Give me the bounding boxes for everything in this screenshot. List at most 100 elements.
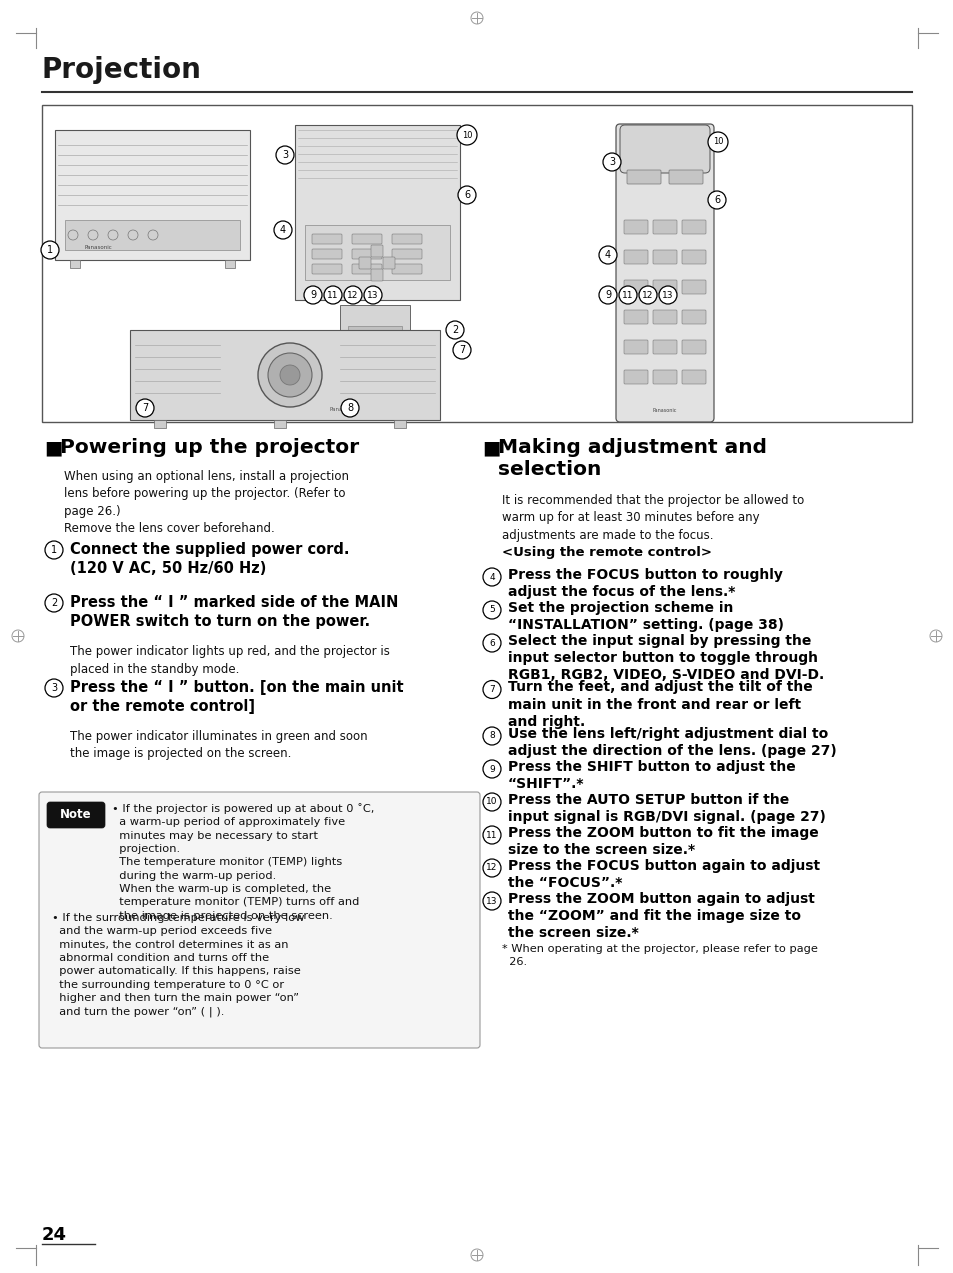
FancyBboxPatch shape	[623, 280, 647, 294]
Circle shape	[304, 286, 322, 304]
Text: 1: 1	[47, 244, 53, 255]
Text: 6: 6	[463, 190, 470, 200]
FancyBboxPatch shape	[652, 340, 677, 354]
FancyBboxPatch shape	[652, 280, 677, 294]
Circle shape	[482, 892, 500, 910]
FancyBboxPatch shape	[652, 220, 677, 234]
FancyBboxPatch shape	[681, 250, 705, 264]
FancyBboxPatch shape	[652, 311, 677, 325]
Text: 13: 13	[486, 896, 497, 905]
Circle shape	[482, 760, 500, 778]
Circle shape	[482, 568, 500, 586]
Circle shape	[340, 398, 358, 418]
Text: Making adjustment and
selection: Making adjustment and selection	[497, 438, 766, 479]
FancyBboxPatch shape	[382, 257, 395, 269]
Circle shape	[482, 826, 500, 844]
FancyBboxPatch shape	[623, 370, 647, 384]
Text: Press the “ I ” button. [on the main unit
or the remote control]: Press the “ I ” button. [on the main uni…	[70, 680, 403, 714]
Text: 7: 7	[458, 345, 465, 355]
Circle shape	[707, 132, 727, 151]
FancyBboxPatch shape	[294, 125, 459, 300]
Text: Panasonic: Panasonic	[330, 407, 357, 412]
Circle shape	[482, 859, 500, 877]
Text: 3: 3	[51, 684, 57, 693]
Circle shape	[45, 594, 63, 612]
FancyBboxPatch shape	[352, 264, 381, 274]
Circle shape	[598, 286, 617, 304]
Circle shape	[457, 186, 476, 204]
Text: 6: 6	[713, 195, 720, 205]
Circle shape	[482, 601, 500, 619]
Circle shape	[344, 286, 361, 304]
Circle shape	[598, 246, 617, 264]
Text: 11: 11	[486, 830, 497, 839]
Circle shape	[41, 241, 59, 258]
Text: 12: 12	[486, 863, 497, 872]
Text: ■: ■	[44, 438, 62, 457]
FancyBboxPatch shape	[352, 250, 381, 258]
Text: * When operating at the projector, please refer to page
  26.: * When operating at the projector, pleas…	[501, 943, 817, 966]
FancyBboxPatch shape	[668, 171, 702, 185]
FancyBboxPatch shape	[153, 420, 166, 428]
Text: Panasonic: Panasonic	[652, 409, 677, 412]
Text: Press the FOCUS button to roughly
adjust the focus of the lens.*: Press the FOCUS button to roughly adjust…	[507, 568, 782, 600]
FancyBboxPatch shape	[358, 257, 371, 269]
Text: 2: 2	[452, 325, 457, 335]
Circle shape	[482, 727, 500, 745]
Text: 12: 12	[641, 290, 653, 299]
Circle shape	[268, 353, 312, 397]
Circle shape	[446, 321, 463, 339]
Circle shape	[482, 634, 500, 652]
Circle shape	[324, 286, 341, 304]
FancyBboxPatch shape	[394, 420, 406, 428]
Text: 9: 9	[604, 290, 611, 300]
FancyBboxPatch shape	[392, 234, 421, 244]
Text: 13: 13	[367, 290, 378, 299]
FancyBboxPatch shape	[130, 330, 439, 420]
Text: 5: 5	[489, 606, 495, 615]
Text: 13: 13	[661, 290, 673, 299]
Text: 6: 6	[489, 639, 495, 648]
FancyBboxPatch shape	[225, 260, 234, 269]
Text: 9: 9	[489, 765, 495, 774]
Text: 8: 8	[489, 732, 495, 741]
Circle shape	[456, 125, 476, 145]
Text: 2: 2	[51, 598, 57, 608]
Text: Select the input signal by pressing the
input selector button to toggle through
: Select the input signal by pressing the …	[507, 634, 823, 682]
Circle shape	[482, 681, 500, 699]
FancyBboxPatch shape	[65, 220, 240, 250]
FancyBboxPatch shape	[652, 250, 677, 264]
Text: Press the SHIFT button to adjust the
“SHIFT”.*: Press the SHIFT button to adjust the “SH…	[507, 760, 795, 791]
Text: 4: 4	[489, 573, 495, 582]
Circle shape	[364, 286, 381, 304]
Text: Use the lens left/right adjustment dial to
adjust the direction of the lens. (pa: Use the lens left/right adjustment dial …	[507, 727, 836, 759]
Circle shape	[453, 341, 471, 359]
Text: Panasonic: Panasonic	[85, 244, 112, 250]
FancyBboxPatch shape	[339, 306, 410, 355]
Text: 9: 9	[310, 290, 315, 300]
FancyBboxPatch shape	[623, 340, 647, 354]
FancyBboxPatch shape	[623, 311, 647, 325]
Text: 10: 10	[461, 131, 472, 140]
Circle shape	[482, 793, 500, 811]
Circle shape	[707, 191, 725, 209]
FancyBboxPatch shape	[352, 234, 381, 244]
Text: The power indicator lights up red, and the projector is
placed in the standby mo: The power indicator lights up red, and t…	[70, 645, 390, 676]
Text: Press the FOCUS button again to adjust
the “FOCUS”.*: Press the FOCUS button again to adjust t…	[507, 859, 820, 890]
FancyBboxPatch shape	[70, 260, 80, 269]
FancyBboxPatch shape	[652, 370, 677, 384]
Circle shape	[659, 286, 677, 304]
Circle shape	[639, 286, 657, 304]
Circle shape	[618, 286, 637, 304]
Text: 4: 4	[604, 250, 611, 260]
Text: 12: 12	[347, 290, 358, 299]
Circle shape	[275, 146, 294, 164]
Text: Turn the feet, and adjust the tilt of the
main unit in the front and rear or lef: Turn the feet, and adjust the tilt of th…	[507, 681, 812, 728]
FancyBboxPatch shape	[274, 420, 286, 428]
Text: Set the projection scheme in
“INSTALLATION” setting. (page 38): Set the projection scheme in “INSTALLATI…	[507, 601, 783, 633]
Text: ■: ■	[481, 438, 500, 457]
Text: 24: 24	[42, 1226, 67, 1244]
FancyBboxPatch shape	[312, 234, 341, 244]
FancyBboxPatch shape	[626, 171, 660, 185]
Circle shape	[257, 342, 322, 407]
